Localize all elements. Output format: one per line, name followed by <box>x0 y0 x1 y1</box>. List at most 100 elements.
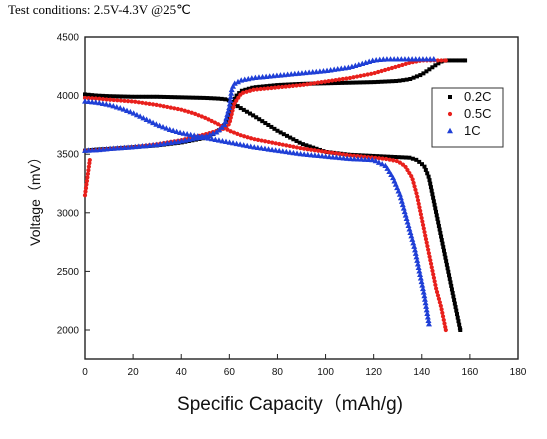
data-point-1c <box>244 142 251 149</box>
data-point-0-5c <box>333 151 339 156</box>
data-point-1c <box>160 123 167 130</box>
data-point-0-2c <box>430 192 435 197</box>
data-point-1c <box>223 114 230 121</box>
data-point-0-5c <box>186 109 191 114</box>
data-point-0-2c <box>275 83 280 88</box>
data-point-0-5c <box>413 187 418 192</box>
data-point-0-2c <box>198 95 203 100</box>
legend-box <box>431 87 504 148</box>
data-point-0-5c <box>86 164 92 169</box>
data-point-1c <box>212 136 219 142</box>
data-point-1c <box>258 145 265 151</box>
data-point-0-2c <box>187 95 192 100</box>
data-point-0-2c <box>104 94 109 99</box>
y-tick-label: 2000 <box>57 326 80 337</box>
legend-entry: 0.2C <box>448 89 491 104</box>
data-point-0-5c <box>411 180 416 185</box>
data-point-1c <box>425 320 432 327</box>
data-point-0-2c <box>457 58 462 63</box>
data-point-1c <box>127 108 134 115</box>
data-point-0-2c <box>427 178 432 183</box>
data-point-0-5c <box>280 142 285 147</box>
data-point-0-2c <box>118 94 123 99</box>
data-point-0-2c <box>393 79 398 84</box>
data-point-0-5c <box>228 129 233 134</box>
data-point-1c <box>402 212 409 218</box>
data-point-0-5c <box>425 244 430 249</box>
data-point-0-2c <box>271 83 276 88</box>
data-point-0-5c <box>407 170 412 176</box>
data-point-0-2c <box>154 94 159 99</box>
data-point-1c <box>294 150 301 156</box>
data-point-0-5c <box>236 95 241 100</box>
data-point-0-2c <box>455 315 460 320</box>
data-point-1c <box>396 191 403 197</box>
data-point-0-2c <box>365 80 370 85</box>
data-point-0-5c <box>84 178 90 184</box>
data-point-0-5c <box>351 153 356 158</box>
data-point-1c <box>304 151 311 158</box>
data-point-0-5c <box>297 83 303 88</box>
data-point-1c <box>405 222 412 229</box>
data-point-1c <box>418 278 425 285</box>
data-point-1c <box>208 135 215 142</box>
data-point-0-2c <box>429 188 434 193</box>
data-point-0-5c <box>426 247 431 252</box>
test-conditions-caption: Test conditions: 2.5V-4.3V @25℃ <box>8 2 191 17</box>
data-point-0-2c <box>385 154 390 159</box>
data-point-0-2c <box>234 93 239 98</box>
data-point-0-5c <box>85 171 91 176</box>
data-point-1c <box>223 138 230 145</box>
data-point-0-5c <box>115 98 120 103</box>
data-point-0-2c <box>428 181 433 186</box>
data-point-0-2c <box>401 78 406 83</box>
data-point-1c <box>140 114 147 121</box>
data-point-0-5c <box>340 76 345 82</box>
data-point-0-5c <box>415 194 420 199</box>
data-point-0-2c <box>147 94 152 99</box>
legend-marker <box>447 127 453 134</box>
data-point-0-2c <box>250 85 255 90</box>
data-point-0-2c <box>396 155 401 160</box>
data-point-0-5c <box>150 102 156 107</box>
data-point-0-5c <box>111 97 116 103</box>
x-tick-label: 60 <box>224 367 236 378</box>
data-point-0-5c <box>301 82 306 87</box>
data-point-1c <box>230 83 237 89</box>
data-point-0-5c <box>348 153 353 158</box>
data-point-0-5c <box>97 96 102 101</box>
data-point-0-5c <box>330 78 335 83</box>
data-point-1c <box>419 282 426 288</box>
data-point-0-5c <box>337 77 342 82</box>
data-point-0-5c <box>389 65 395 71</box>
data-point-1c <box>99 100 106 106</box>
data-point-0-2c <box>97 93 102 98</box>
data-point-0-5c <box>235 131 240 136</box>
data-point-0-5c <box>421 226 426 231</box>
data-point-1c <box>123 107 130 113</box>
data-point-0-5c <box>351 75 356 80</box>
data-point-1c <box>421 292 428 299</box>
data-point-0-2c <box>329 81 334 86</box>
data-point-0-2c <box>291 137 296 142</box>
data-point-1c <box>233 140 240 147</box>
data-point-0-5c <box>333 77 338 83</box>
y-tick-label: 3500 <box>57 150 80 161</box>
data-point-0-2c <box>151 94 156 99</box>
data-point-0-5c <box>344 76 349 81</box>
data-point-0-5c <box>423 233 428 238</box>
data-point-0-2c <box>442 252 447 257</box>
data-point-1c <box>261 145 268 152</box>
data-point-0-5c <box>238 133 243 138</box>
data-point-0-5c <box>379 68 384 74</box>
data-point-0-5c <box>424 240 429 245</box>
data-point-0-5c <box>330 150 335 155</box>
data-point-0-5c <box>270 140 275 145</box>
legend-marker <box>447 111 453 117</box>
data-point-0-5c <box>416 201 421 206</box>
data-point-0-2c <box>382 154 387 159</box>
data-point-0-5c <box>431 272 436 277</box>
data-point-0-5c <box>143 101 149 106</box>
data-point-0-5c <box>312 81 317 86</box>
data-point-0-2c <box>444 259 449 264</box>
